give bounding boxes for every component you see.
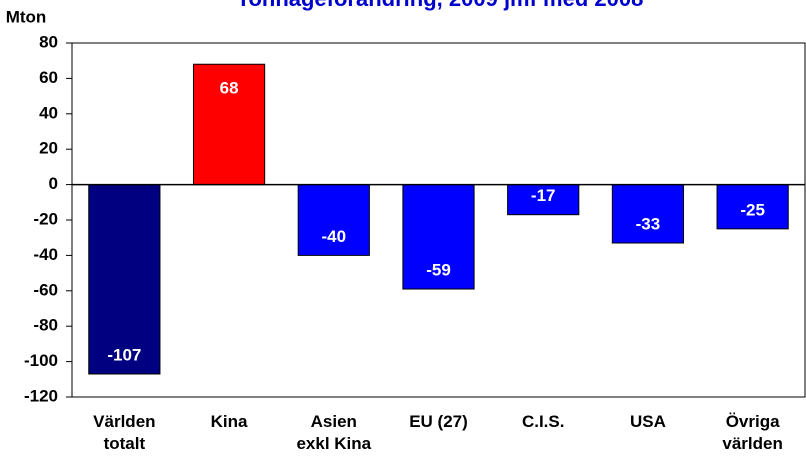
- x-tick-label: USA: [630, 412, 666, 431]
- bar: [402, 184, 475, 290]
- x-tick-line: Kina: [211, 412, 248, 431]
- bar: [192, 63, 266, 186]
- x-tick-line: USA: [630, 412, 666, 431]
- data-label: -33: [636, 214, 661, 233]
- bar: [716, 184, 789, 230]
- y-tick-label: -60: [33, 280, 58, 299]
- y-axis-label: Mton: [6, 7, 47, 26]
- bar: [297, 184, 370, 256]
- y-tick-label: 80: [39, 32, 58, 51]
- y-tick-label: -20: [33, 209, 58, 228]
- data-label: -59: [426, 261, 451, 280]
- bar: [88, 184, 161, 375]
- x-tick-line: Asien: [311, 412, 357, 431]
- x-tick-line: C.I.S.: [522, 412, 565, 431]
- data-label: -17: [531, 186, 556, 205]
- y-tick-label: 60: [39, 68, 58, 87]
- x-tick-line: totalt: [104, 434, 146, 453]
- y-tick-label: 0: [49, 174, 58, 193]
- y-tick-label: -40: [33, 245, 58, 264]
- y-tick-label: 40: [39, 103, 58, 122]
- data-label: 68: [220, 79, 239, 98]
- data-label: -107: [107, 345, 141, 364]
- y-tick-label: 20: [39, 139, 58, 158]
- x-tick-label: EU (27): [409, 412, 468, 431]
- x-tick-label: Världen totalt: [93, 412, 155, 453]
- data-label: -25: [740, 200, 765, 219]
- x-tick-line: Övriga: [726, 412, 780, 431]
- x-tick-label: C.I.S.: [522, 412, 565, 431]
- data-label: -40: [321, 227, 346, 246]
- x-tick-line: världen: [722, 434, 782, 453]
- y-tick-label: -100: [24, 351, 58, 370]
- x-tick-line: Världen: [93, 412, 155, 431]
- x-tick-line: EU (27): [409, 412, 468, 431]
- x-tick-label: Asien exkl Kina: [296, 412, 371, 453]
- x-tick-label: Övriga världen: [722, 412, 782, 453]
- y-tick-label: -120: [24, 386, 58, 405]
- y-tick-label: -80: [33, 316, 58, 335]
- x-tick-line: exkl Kina: [296, 434, 371, 453]
- chart-title: Tonnageförändring, 2009 jmf med 2008: [237, 0, 644, 11]
- x-tick-label: Kina: [211, 412, 248, 431]
